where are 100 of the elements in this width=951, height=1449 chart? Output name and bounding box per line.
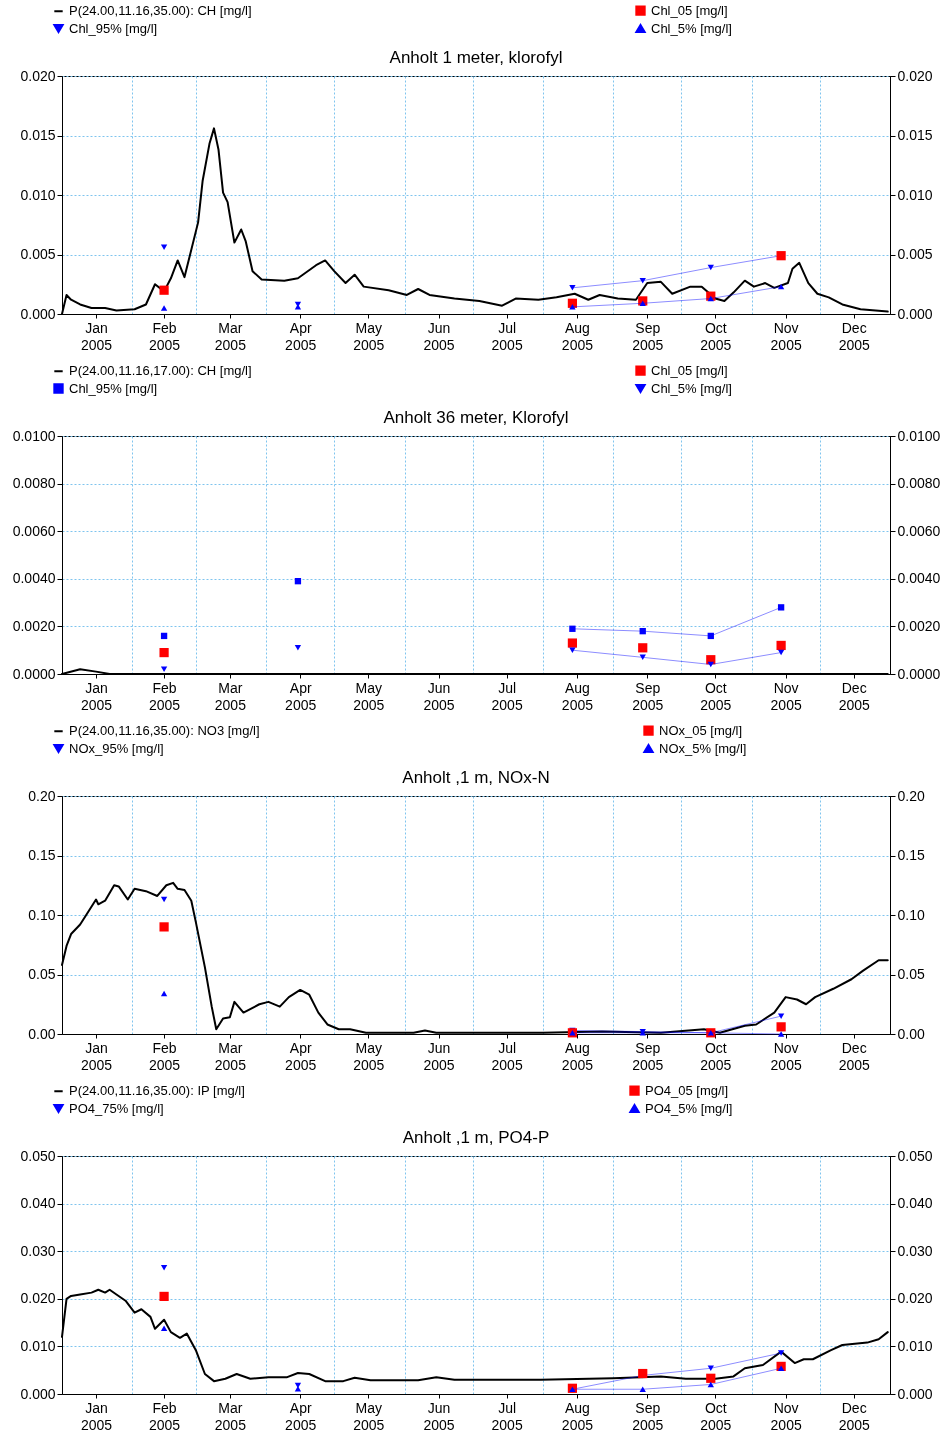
- x-tick-label: Sep 2005: [632, 679, 664, 713]
- y2-tick-label: 0.000: [897, 1385, 933, 1402]
- legend-label: Chl_5% [mg/l]: [651, 380, 732, 396]
- point: [707, 264, 714, 271]
- point: [159, 285, 169, 295]
- y2-tick-label: 0.010: [897, 186, 933, 203]
- y-tick-label: 0.0040: [12, 570, 56, 587]
- y2-tick-label: 0.015: [897, 127, 933, 143]
- point: [639, 277, 646, 284]
- point: [160, 1325, 168, 1332]
- y2-tick-label: 0.05: [897, 966, 925, 982]
- y-tick-label: 0.000: [20, 305, 56, 322]
- point: [159, 922, 169, 932]
- x-tick-label: Mar 2005: [214, 679, 247, 713]
- x-tick-label: Nov 2005: [770, 1399, 802, 1433]
- x-tick-label: Jan 2005: [80, 679, 113, 713]
- point: [777, 1365, 785, 1372]
- y2-tick-label: 0.010: [897, 1337, 933, 1354]
- point: [160, 896, 168, 903]
- point: [569, 647, 576, 653]
- legend-label: NOx_95% [mg/l]: [69, 740, 164, 756]
- x-tick-label: Mar 2005: [214, 1399, 247, 1433]
- y2-tick-label: 0.20: [897, 787, 925, 804]
- x-tick-label: May 2005: [353, 1039, 385, 1073]
- x-tick-label: Oct 2005: [700, 319, 732, 353]
- x-tick-label: Nov 2005: [770, 1039, 802, 1073]
- legend-label: P(24.00,11.16,17.00): CH [mg/l]: [69, 363, 252, 379]
- x-tick-label: Sep 2005: [632, 1039, 664, 1073]
- x-tick-label: Dec 2005: [838, 1399, 870, 1433]
- y2-tick-label: 0.0040: [897, 570, 941, 587]
- legend-label: Chl_5% [mg/l]: [651, 20, 732, 36]
- y-tick-label: 0.005: [20, 246, 56, 262]
- x-tick-label: Dec 2005: [838, 1039, 870, 1073]
- point: [776, 1022, 786, 1032]
- point: [777, 649, 785, 656]
- point: [294, 578, 302, 585]
- x-tick-label: Jun 2005: [423, 679, 455, 713]
- point: [159, 647, 169, 658]
- x-tick-label: Dec 2005: [838, 319, 870, 353]
- legend-label: P(24.00,11.16,35.00): NO3 [mg/l]: [69, 723, 260, 739]
- x-tick-label: Dec 2005: [838, 679, 870, 713]
- point: [160, 632, 168, 640]
- y2-tick-label: 0.0080: [897, 475, 941, 492]
- x-tick-label: Nov 2005: [770, 679, 802, 713]
- legend-label: PO4_75% [mg/l]: [69, 1100, 164, 1116]
- y-tick-label: 0.0060: [12, 522, 56, 539]
- x-tick-label: May 2005: [353, 679, 385, 713]
- x-tick-label: Aug 2005: [561, 1039, 594, 1073]
- y2-tick-label: 0.0100: [897, 427, 941, 444]
- y-tick-label: 0.0080: [12, 475, 56, 492]
- y2-tick-label: 0.15: [897, 847, 925, 863]
- y-tick-label: 0.010: [20, 186, 56, 203]
- x-tick-label: Aug 2005: [561, 679, 594, 713]
- y-tick-label: 0.000: [20, 1385, 56, 1402]
- point: [638, 643, 648, 653]
- chart-title: Anholt ,1 m, NOx-N: [402, 768, 550, 787]
- y2-tick-label: 0.0000: [897, 665, 941, 682]
- x-tick-label: Mar 2005: [214, 319, 247, 353]
- x-tick-label: Jun 2005: [423, 1399, 455, 1433]
- x-tick-label: Oct 2005: [700, 1399, 732, 1433]
- legend-label: NOx_05 [mg/l]: [659, 722, 743, 738]
- y-tick-label: 0.0020: [12, 617, 56, 634]
- point: [160, 990, 168, 997]
- x-tick-label: Jul 2005: [491, 1039, 523, 1073]
- point: [776, 640, 786, 651]
- y2-tick-label: 0.020: [897, 67, 933, 84]
- point: [160, 305, 168, 311]
- point: [569, 285, 576, 291]
- point: [777, 1350, 785, 1356]
- legend-label: Chl_95% [mg/l]: [69, 20, 158, 36]
- legend-label: PO4_5% [mg/l]: [645, 1100, 733, 1116]
- x-tick-label: Feb 2005: [149, 1039, 181, 1073]
- point: [294, 645, 302, 651]
- y-tick-label: 0.040: [20, 1195, 56, 1212]
- y2-tick-label: 0.030: [897, 1242, 933, 1259]
- y2-tick-label: 0.00: [897, 1025, 925, 1042]
- x-tick-label: Jul 2005: [491, 679, 523, 713]
- point: [294, 1386, 302, 1392]
- x-tick-label: Feb 2005: [149, 679, 181, 713]
- point: [160, 1265, 168, 1271]
- legend-label: Chl_05 [mg/l]: [651, 2, 728, 18]
- x-tick-label: Jul 2005: [491, 1399, 523, 1433]
- x-tick-label: Nov 2005: [770, 319, 802, 353]
- y2-tick-label: 0.0020: [897, 617, 941, 634]
- y2-tick-label: 0.005: [897, 246, 933, 262]
- point: [639, 300, 646, 307]
- point: [639, 1386, 646, 1392]
- x-tick-label: Oct 2005: [700, 679, 732, 713]
- y-tick-label: 0.20: [28, 787, 56, 804]
- point: [567, 638, 578, 648]
- x-tick-label: Jun 2005: [423, 1039, 455, 1073]
- legend-label: P(24.00,11.16,35.00): IP [mg/l]: [69, 1083, 245, 1099]
- point: [706, 1373, 716, 1383]
- y-tick-label: 0.00: [28, 1025, 56, 1042]
- y-tick-label: 0.050: [20, 1147, 56, 1164]
- x-tick-label: Aug 2005: [561, 319, 594, 353]
- x-tick-label: Feb 2005: [149, 319, 181, 353]
- x-tick-label: Oct 2005: [700, 1039, 732, 1073]
- chart-title: Anholt 36 meter, Klorofyl: [383, 408, 569, 427]
- point: [777, 1013, 785, 1019]
